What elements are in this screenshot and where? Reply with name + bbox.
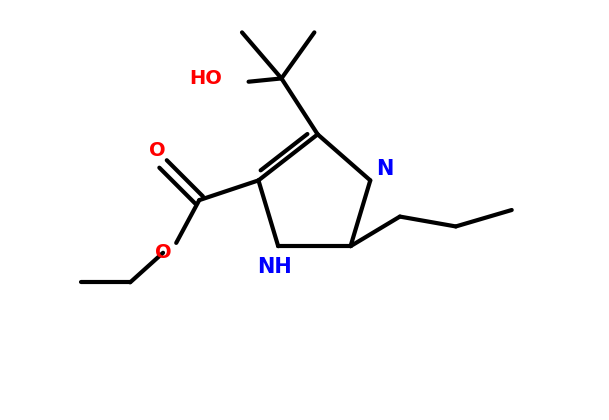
Text: O: O [149,141,166,160]
Text: NH: NH [258,257,292,277]
Text: N: N [376,159,393,178]
Text: O: O [155,243,171,262]
Text: HO: HO [189,69,222,88]
